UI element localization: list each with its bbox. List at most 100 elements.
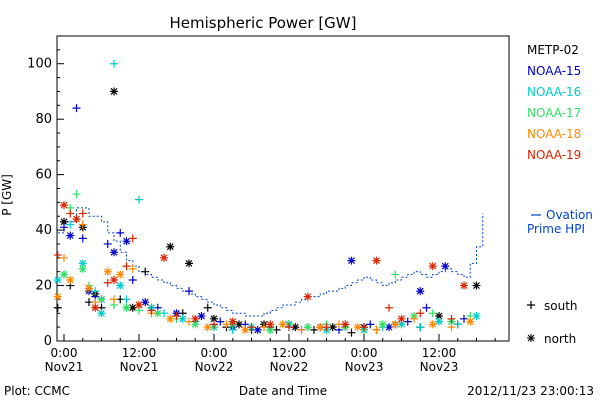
- x-tick-date-label: Nov23: [345, 360, 384, 374]
- north-marker-noaa-18: [278, 320, 287, 329]
- south-marker-noaa-15: [460, 314, 468, 323]
- south-marker-noaa-19: [128, 234, 137, 243]
- north-marker-noaa-15: [441, 262, 450, 271]
- north-marker-noaa-15: [416, 287, 425, 296]
- y-tick-label: 0: [44, 334, 52, 349]
- south-marker-noaa-15: [60, 223, 68, 232]
- north-marker-noaa-15: [66, 231, 75, 240]
- south-marker-noaa-19: [122, 262, 131, 271]
- north-marker-noaa-17: [378, 320, 387, 329]
- x-tick-date-label: Nov21: [45, 360, 84, 374]
- north-marker-noaa-17: [97, 295, 106, 304]
- legend-entry-noaa-19: NOAA-19: [527, 148, 581, 162]
- ovation-legend-label-line1: Ovation: [546, 208, 593, 222]
- x-axis: 0:00Nov2112:00Nov210:00Nov2212:00Nov220:…: [45, 334, 496, 374]
- south-marker-noaa-15: [72, 104, 81, 113]
- y-axis-label: P [GW]: [0, 174, 14, 216]
- x-tick-time-label: 0:00: [201, 346, 228, 360]
- south-marker-noaa-18: [128, 264, 137, 273]
- x-tick-time-label: 12:00: [422, 346, 457, 360]
- south-marker-noaa-15: [185, 287, 193, 296]
- north-marker-noaa-19: [135, 300, 143, 309]
- north-marker-noaa-15: [122, 237, 131, 246]
- south-marker-noaa-16: [66, 220, 75, 229]
- north-marker-noaa-15: [197, 312, 206, 321]
- x-tick-time-label: 12:00: [122, 346, 157, 360]
- legend-entry-noaa-16: NOAA-16: [527, 85, 581, 99]
- x-tick-time-label: 0:00: [51, 346, 78, 360]
- legend-entry-noaa-17: NOAA-17: [527, 106, 581, 120]
- north-marker-noaa-17: [60, 270, 68, 279]
- south-marker-noaa-18: [372, 325, 381, 334]
- south-marker-noaa-16: [453, 320, 462, 329]
- north-marker-metp-02: [128, 303, 137, 312]
- south-marker-metp-02: [347, 328, 356, 337]
- legend-series-list: METP-02 NOAA-15 NOAA-16 NOAA-17 NOAA-18 NOAA-…: [527, 43, 581, 162]
- north-marker-noaa-18: [166, 314, 175, 323]
- north-marker-noaa-18: [391, 320, 400, 329]
- south-marker-noaa-19: [147, 306, 156, 315]
- south-marker-noaa-19: [385, 303, 393, 312]
- plot-timestamp: 2012/11/23 23:00:13: [467, 384, 594, 398]
- north-marker-noaa-19: [266, 320, 275, 329]
- north-marker-noaa-19: [460, 281, 468, 290]
- south-marker-noaa-16: [416, 323, 425, 332]
- north-marker-metp-02: [472, 281, 481, 290]
- north-marker-noaa-18: [203, 323, 212, 332]
- north-marker-noaa-19: [228, 317, 237, 326]
- y-axis: 0 20 40 60 80 100: [27, 49, 64, 349]
- north-marker-noaa-17: [78, 264, 87, 273]
- south-marker-noaa-15: [78, 234, 87, 243]
- south-marker-noaa-18: [447, 323, 456, 332]
- x-tick-date-label: Nov21: [120, 360, 159, 374]
- south-marker-noaa-15: [103, 239, 112, 248]
- north-marker-noaa-16: [78, 259, 87, 268]
- north-marker-noaa-19: [110, 276, 118, 284]
- y-tick-label: 40: [35, 223, 52, 238]
- north-marker-noaa-16: [397, 320, 406, 329]
- north-marker-noaa-16: [116, 281, 125, 290]
- south-marker-noaa-18: [78, 220, 87, 229]
- north-marker-noaa-19: [372, 256, 381, 265]
- plot-frame: [56, 35, 510, 342]
- x-axis-label: Date and Time: [239, 384, 327, 398]
- x-tick-time-label: 0:00: [351, 346, 378, 360]
- north-marker-noaa-15: [110, 248, 118, 257]
- south-marker-metp-02: [310, 325, 318, 334]
- south-marker-noaa-18: [60, 253, 68, 262]
- x-tick-date-label: Nov22: [195, 360, 234, 374]
- south-marker-noaa-15: [422, 303, 431, 312]
- south-marker-noaa-17: [391, 270, 400, 279]
- south-marker-noaa-18: [185, 317, 193, 326]
- north-marker-noaa-19: [160, 253, 168, 262]
- south-marker-noaa-16: [110, 59, 118, 68]
- south-marker-noaa-17: [428, 309, 437, 318]
- north-label: north: [544, 332, 576, 346]
- south-marker-noaa-19: [322, 323, 331, 332]
- plot-area: [53, 59, 484, 337]
- north-marker-noaa-15: [385, 323, 393, 332]
- north-marker-noaa-17: [303, 323, 312, 332]
- north-marker-noaa-18: [316, 323, 325, 332]
- north-marker-noaa-19: [191, 314, 200, 323]
- north-marker-noaa-19: [303, 292, 312, 301]
- south-marker-noaa-19: [247, 323, 256, 332]
- south-marker-noaa-19: [210, 320, 218, 329]
- data-markers: [53, 59, 481, 337]
- plot-credit: Plot: CCMC: [4, 384, 70, 398]
- legend-entry-metp-02: METP-02: [527, 43, 579, 57]
- north-marker-noaa-19: [72, 215, 81, 223]
- south-marker-noaa-18: [297, 325, 306, 334]
- chart-title: Hemispheric Power [GW]: [170, 14, 357, 32]
- north-marker-metp-02: [60, 217, 68, 226]
- north-marker-noaa-17: [122, 303, 131, 312]
- y-tick-label: 80: [35, 112, 52, 127]
- north-marker-noaa-18: [466, 317, 475, 326]
- x-tick-date-label: Nov23: [420, 360, 459, 374]
- south-marker-noaa-15: [403, 317, 412, 326]
- north-marker-noaa-18: [103, 267, 112, 276]
- south-marker-noaa-19: [103, 278, 112, 287]
- north-marker-noaa-16: [97, 309, 106, 318]
- plus-marker-icon: [527, 301, 535, 309]
- south-marker-noaa-19: [360, 323, 368, 332]
